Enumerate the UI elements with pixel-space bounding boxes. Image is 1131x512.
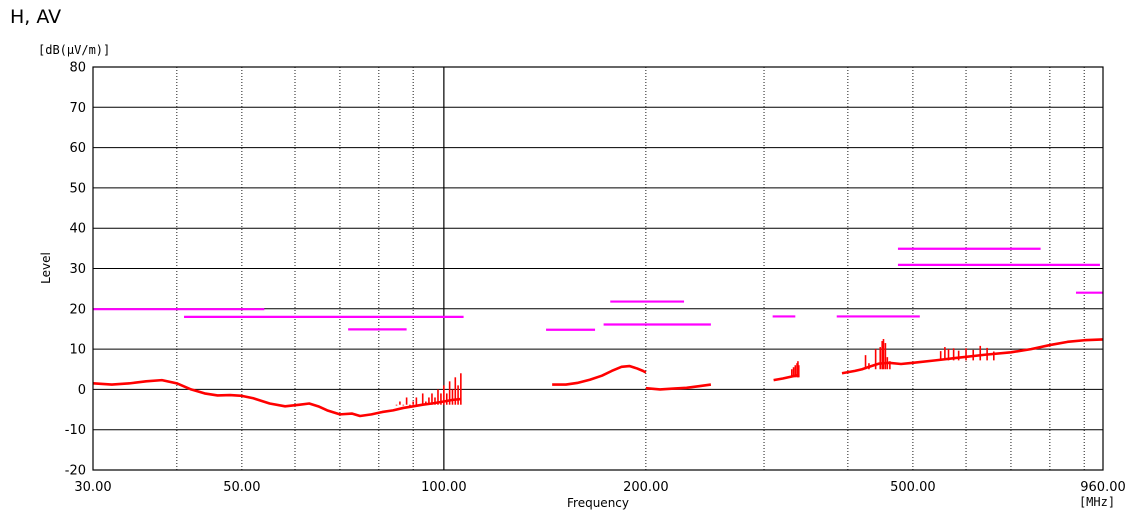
chart-title: H, AV xyxy=(10,6,62,28)
x-tick-label: 960.00 xyxy=(1080,480,1126,495)
y-tick-label: 80 xyxy=(69,61,86,76)
measurement-line xyxy=(645,383,712,391)
x-axis-label: Frequency xyxy=(567,496,629,510)
measurement-line xyxy=(552,364,647,386)
y-axis-label: Level xyxy=(39,252,53,284)
y-tick-label: 30 xyxy=(69,262,86,277)
measurement-line xyxy=(92,378,461,418)
measurement-line xyxy=(841,338,1104,375)
x-tick-label: 200.00 xyxy=(623,480,669,495)
x-tick-label: 50.00 xyxy=(223,480,260,495)
y-tick-label: -10 xyxy=(65,423,86,438)
y-tick-label: -20 xyxy=(65,464,86,479)
y-tick-labels: 80 70 60 50 40 30 20 10 0 -10 -20 xyxy=(65,61,86,479)
x-tick-label: 30.00 xyxy=(74,480,111,495)
x-tick-label: 500.00 xyxy=(890,480,936,495)
y-tick-label: 20 xyxy=(69,302,86,317)
y-tick-label: 0 xyxy=(78,383,86,398)
measurement-line xyxy=(773,373,800,382)
y-tick-label: 10 xyxy=(69,343,86,358)
y-tick-label: 60 xyxy=(69,141,86,156)
plot-frame xyxy=(92,66,1104,471)
y-tick-label: 40 xyxy=(69,222,86,237)
grid xyxy=(93,67,1103,470)
y-tick-label: 70 xyxy=(69,101,86,116)
y-unit-label: [dB(µV/m)] xyxy=(38,43,110,57)
y-tick-label: 50 xyxy=(69,181,86,196)
data-series xyxy=(92,247,1104,418)
x-unit-label: [MHz] xyxy=(1079,495,1115,509)
x-tick-label: 100.00 xyxy=(421,480,467,495)
x-tick-labels: 30.00 50.00 100.00 200.00 500.00 960.00 xyxy=(74,480,1125,495)
